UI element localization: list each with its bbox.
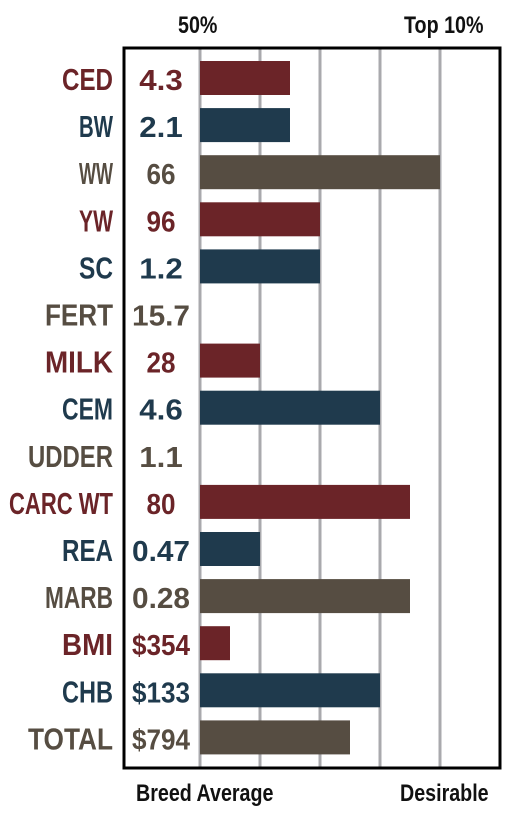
bar-bw: [200, 108, 290, 143]
bar-yw: [200, 202, 320, 237]
bar-milk: [200, 343, 260, 378]
bar-rea: [200, 532, 260, 566]
value-label: 2.1: [139, 112, 183, 144]
bar-ced: [200, 61, 290, 95]
value-label: 1.2: [139, 253, 183, 285]
category-label: TOTAL: [28, 721, 113, 756]
bar-ww: [200, 155, 440, 190]
value-label: 1.1: [139, 442, 183, 474]
value-label: 28: [147, 348, 176, 380]
value-label: $133: [132, 677, 190, 709]
value-label: 66: [147, 159, 176, 191]
value-label: 4.3: [139, 65, 183, 97]
bottom-label-desirable: Desirable: [400, 780, 489, 807]
value-label: 96: [147, 206, 176, 238]
top-label-top10: Top 10%: [404, 12, 484, 39]
chart-frame: [122, 46, 502, 770]
category-label: MARB: [45, 580, 113, 615]
value-label: $794: [132, 724, 190, 756]
category-label: CARC WT: [9, 486, 113, 521]
value-label: 15.7: [132, 301, 190, 333]
bar-carc-wt: [200, 484, 410, 519]
value-label: 0.28: [132, 583, 190, 615]
value-label: 0.47: [132, 536, 190, 568]
category-label: WW: [79, 156, 113, 191]
bar-bmi: [200, 626, 230, 661]
category-label: MILK: [45, 345, 114, 380]
category-label: CEM: [62, 392, 113, 427]
category-label: YW: [79, 203, 114, 238]
category-label: BMI: [62, 627, 113, 662]
bottom-label-breed-average: Breed Average: [136, 780, 274, 807]
category-label: SC: [79, 250, 113, 285]
bar-cem: [200, 390, 380, 425]
bar-total: [200, 720, 350, 755]
category-label: FERT: [45, 298, 113, 333]
value-label: 80: [147, 489, 176, 521]
value-label: $354: [132, 630, 190, 662]
bar-chb: [200, 673, 380, 708]
value-label: 4.6: [139, 395, 183, 427]
bar-marb: [200, 579, 410, 614]
category-label: UDDER: [28, 439, 113, 474]
category-label: CHB: [62, 674, 113, 709]
top-label-50: 50%: [178, 12, 218, 39]
bar-sc: [200, 249, 320, 284]
category-label: BW: [79, 109, 113, 144]
category-label: CED: [62, 62, 113, 97]
category-label: REA: [62, 533, 113, 568]
